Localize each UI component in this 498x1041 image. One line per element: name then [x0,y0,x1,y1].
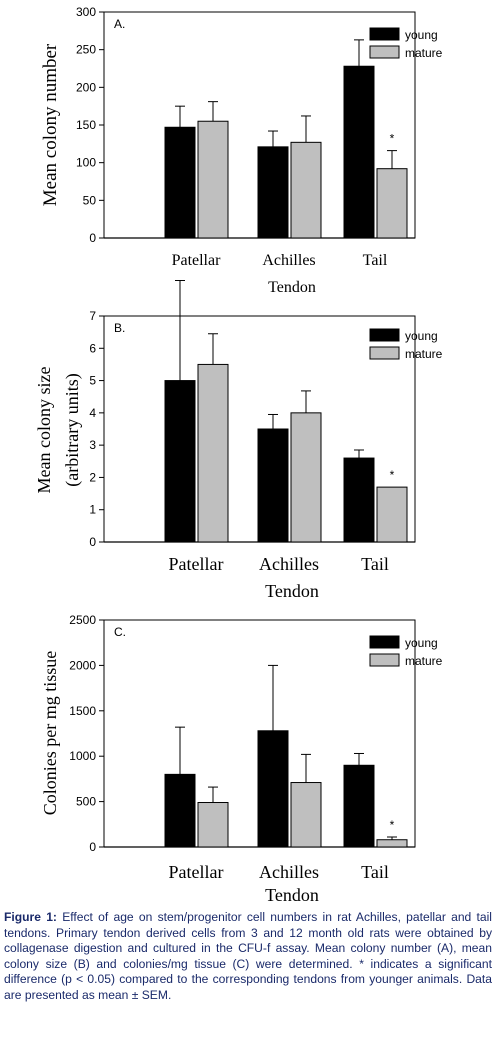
legend-swatch-mature [369,346,400,360]
bar-mature-patellar [197,802,229,848]
bar-young-achilles [257,146,289,239]
y-tick-label: 1500 [69,704,96,718]
chart-panel-a: 0 50 100 150 200 250 300 A. * young mature Patellar… [40,5,443,296]
category-label-patellar: Patellar [169,554,224,574]
x-axis-label: Tendon [268,279,316,296]
chart-panel-b: 0 1 2 3 4 5 6 7 B. * young mature Patellar Achilles Ta… [34,279,443,601]
figure-charts: 050100150200250300A.*youngmaturePatellar… [34,5,443,905]
y-tick-label: 1000 [69,749,96,763]
x-axis-label: Tendon [265,885,319,905]
legend-label-young: young [405,28,438,42]
bar-mature-tail [376,168,408,239]
panel-label: A. [114,17,125,31]
legend-label-young: young [405,636,438,650]
bar-mature-patellar [197,363,229,543]
bar-mature-achilles [290,412,322,543]
significance-marker: * [390,818,395,832]
bar-mature-tail [376,839,408,848]
category-label-patellar: Patellar [172,252,222,269]
y-tick-label: 100 [76,156,96,170]
legend-label-mature: mature [405,46,443,60]
y-tick-label: 300 [76,5,96,19]
bar-young-tail [343,65,375,239]
bar-young-achilles [257,730,289,848]
bar-mature-achilles [290,141,322,239]
legend-swatch-young [369,27,400,41]
y-axis-label-line2: (arbitrary units) [62,373,83,486]
y-tick-label: 3 [89,438,96,452]
y-tick-label: 2000 [69,658,96,672]
legend-label-mature: mature [405,654,443,668]
bar-young-patellar [164,126,196,239]
significance-marker: * [390,132,395,146]
y-tick-label: 50 [83,193,97,207]
legend-label-mature: mature [405,347,443,361]
category-label-achilles: Achilles [262,252,315,269]
y-tick-label: 2 [89,470,96,484]
y-axis-label: Mean colony size [34,367,54,494]
y-tick-label: 7 [89,309,96,323]
chart-panel-c: 0 500 1000 1500 2000 2500 C. * young mature Patell… [40,613,443,905]
bar-young-tail [343,764,375,848]
category-label-patellar: Patellar [169,862,224,882]
caption-text: Effect of age on stem/progenitor cell nu… [4,910,492,1002]
legend-swatch-mature [369,45,400,59]
y-tick-label: 0 [89,535,96,549]
bar-young-achilles [257,428,289,543]
y-tick-label: 250 [76,43,96,57]
panel-label: C. [114,625,126,639]
category-label-achilles: Achilles [259,554,319,574]
bar-young-patellar [164,773,196,848]
category-label-tail: Tail [361,862,389,882]
category-label-tail: Tail [363,252,388,269]
y-axis-label: Mean colony number [40,43,61,206]
x-axis-label: Tendon [265,581,319,601]
category-label-tail: Tail [361,554,389,574]
y-tick-label: 150 [76,118,96,132]
y-tick-label: 1 [89,503,96,517]
bar-mature-achilles [290,782,322,848]
bar-mature-tail [376,486,408,543]
bar-mature-patellar [197,120,229,239]
y-tick-label: 6 [89,341,96,355]
panel-label: B. [114,321,125,335]
caption-label: Figure 1: [4,910,57,924]
y-tick-label: 5 [89,374,96,388]
category-label-achilles: Achilles [259,862,319,882]
y-tick-label: 0 [89,840,96,854]
y-tick-label: 4 [89,406,96,420]
legend-label-young: young [405,329,438,343]
legend-swatch-mature [369,653,400,667]
bar-young-tail [343,457,375,543]
legend-swatch-young [369,635,400,649]
y-axis-label: Colonies per mg tissue [40,651,60,816]
figure-caption: Figure 1: Effect of age on stem/progenit… [4,910,492,1004]
y-tick-label: 200 [76,80,96,94]
y-tick-label: 2500 [69,613,96,627]
y-tick-label: 0 [89,231,96,245]
bar-young-patellar [164,380,196,543]
significance-marker: * [390,468,395,482]
legend-swatch-young [369,328,400,342]
y-tick-label: 500 [76,795,96,809]
